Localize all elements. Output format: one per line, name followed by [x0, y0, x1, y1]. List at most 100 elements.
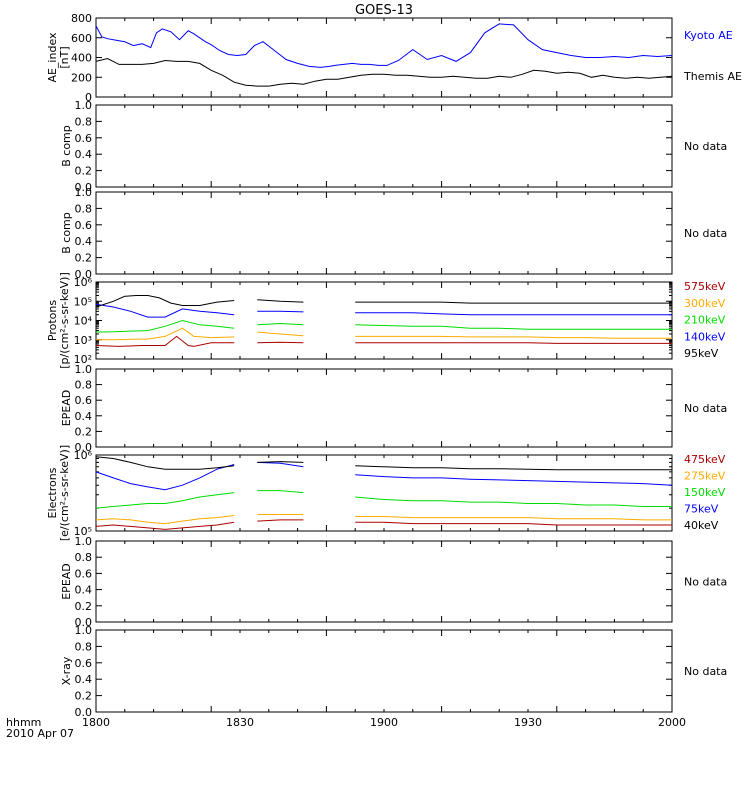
- series-line: [257, 322, 304, 326]
- y-axis-label: EPEAD: [60, 390, 73, 427]
- legend-entry: 300keV: [684, 297, 726, 310]
- series-line: [355, 301, 672, 304]
- y-tick-label: 0.0: [75, 616, 93, 629]
- no-data-label: No data: [684, 576, 727, 589]
- panel-frame: [95, 191, 673, 275]
- y-axis-label: B comp: [60, 212, 73, 254]
- series-line: [257, 490, 304, 494]
- series-line: [95, 492, 235, 509]
- y-tick-label: 0.8: [75, 202, 93, 215]
- x-tick-label: 1930: [514, 716, 542, 729]
- legend-entry: Themis AE: [683, 70, 742, 83]
- panel-frame: [95, 368, 673, 448]
- series-line: [355, 342, 672, 344]
- series-line: [95, 57, 673, 87]
- y-tick-label: 0.4: [75, 148, 93, 161]
- panels-layer: 0 200 400 600 800 AE_index [nT] Kyoto AE Themis …: [46, 12, 742, 729]
- legend-entry: 95keV: [684, 347, 719, 360]
- y-tick-label: 0.8: [75, 640, 93, 653]
- y-tick-label: 600: [71, 32, 92, 45]
- y-tick-label: 10²: [74, 353, 92, 366]
- panel-6: 10⁵ 10⁶ Electrons [e/(cm²-s-sr-keV)] 475keV 2…: [46, 445, 726, 541]
- series-line: [257, 310, 304, 313]
- y-tick-label: 0.4: [75, 673, 93, 686]
- y-tick-label: 800: [71, 12, 92, 25]
- panel-7: 0.0 0.2 0.4 0.6 0.8 1.0 EPEAD No data: [60, 535, 727, 629]
- y-tick-label: 1.0: [75, 186, 93, 199]
- y-axis-label-line2: [nT]: [58, 46, 71, 68]
- y-tick-label: 1.0: [75, 99, 93, 112]
- series-line: [355, 496, 672, 507]
- series-line: [355, 474, 673, 486]
- y-tick-label: 0.8: [75, 551, 93, 564]
- series-line: [257, 519, 304, 522]
- series-line: [95, 521, 235, 530]
- y-axis-label-line2: [e/(cm²-s-sr-keV)]: [58, 445, 71, 541]
- series-line: [257, 331, 304, 337]
- panel-1: 0 200 400 600 800 AE_index [nT] Kyoto AE Themis …: [46, 12, 742, 104]
- no-data-label: No data: [684, 140, 727, 153]
- legend-entry: 575keV: [684, 280, 726, 293]
- legend-entry: 475keV: [684, 453, 726, 466]
- x-tick-label: 1900: [370, 716, 398, 729]
- y-tick-label: 0.6: [75, 567, 93, 580]
- y-tick-label: 1.0: [75, 535, 93, 548]
- y-tick-label: 0.6: [75, 394, 93, 407]
- y-tick-label: 0.2: [75, 252, 93, 265]
- series-line: [96, 327, 235, 341]
- y-axis-label-line2: [p/(cm²-s-sr-keV)]: [58, 272, 71, 369]
- x-tick-label: 1830: [226, 716, 254, 729]
- series-line: [355, 312, 672, 316]
- y-tick-label: 10⁵: [74, 295, 92, 308]
- time-axis-label-date: 2010 Apr 07: [6, 727, 74, 740]
- series-line: [95, 335, 235, 347]
- y-tick-label: 1.0: [75, 363, 93, 376]
- no-data-label: No data: [684, 402, 727, 415]
- x-tick-label: 1800: [82, 716, 110, 729]
- y-tick-label: 0.6: [75, 657, 93, 670]
- y-tick-label: 0.4: [75, 584, 93, 597]
- y-tick-label: 0.8: [75, 379, 93, 392]
- y-tick-label: 0.6: [75, 132, 93, 145]
- no-data-label: No data: [684, 227, 727, 240]
- y-tick-label: 10³: [74, 334, 92, 347]
- chart-title: GOES-13: [355, 3, 413, 18]
- series-line: [95, 23, 673, 68]
- y-tick-label: 0.2: [75, 425, 93, 438]
- y-tick-label: 1.0: [75, 624, 93, 637]
- y-tick-label: 0.8: [75, 115, 93, 128]
- panel-4: 10² 10³ 10⁴ 10⁵ 10⁶ Protons [p/(cm²-s-sr-keV)]…: [46, 272, 726, 369]
- legend-entry: 150keV: [684, 486, 726, 499]
- y-tick-label: 10⁶: [74, 449, 93, 462]
- y-axis-label: EPEAD: [60, 563, 73, 600]
- panel-3: 0.0 0.2 0.4 0.6 0.8 1.0B comp No data: [60, 186, 727, 281]
- series-line: [355, 335, 672, 339]
- y-tick-label: 200: [71, 71, 92, 84]
- y-tick-label: 0.0: [75, 181, 93, 194]
- y-tick-label: 10⁴: [74, 315, 93, 328]
- time-axis-label-hhmm: hhmm: [6, 716, 41, 729]
- series-line: [355, 516, 672, 521]
- y-axis-label-line1: Protons: [46, 300, 59, 341]
- series-line: [95, 303, 235, 318]
- y-tick-label: 0.0: [75, 268, 93, 281]
- y-tick-label: 0.2: [75, 690, 93, 703]
- y-tick-label: 0.2: [75, 165, 93, 178]
- y-tick-label: 0: [85, 91, 92, 104]
- legend-entry: 210keV: [684, 314, 726, 327]
- panel-2: 0.0 0.2 0.4 0.6 0.8 1.0B comp No data: [60, 99, 727, 194]
- x-tick-label: 2000: [658, 716, 686, 729]
- y-tick-label: 10⁶: [74, 276, 93, 289]
- y-tick-label: 0.4: [75, 235, 93, 248]
- y-tick-label: 400: [71, 52, 92, 65]
- legend-entry: 75keV: [684, 503, 719, 516]
- y-tick-label: 0.2: [75, 600, 93, 613]
- series-line: [95, 456, 235, 470]
- y-axis-label-line1: Electrons: [46, 467, 59, 518]
- legend-entry: 275keV: [684, 470, 726, 483]
- panel-8: 0.0 0.2 0.4 0.6 0.8 1.0 X-ray No data: [60, 624, 727, 719]
- series-line: [257, 461, 304, 463]
- series-line: [257, 299, 304, 303]
